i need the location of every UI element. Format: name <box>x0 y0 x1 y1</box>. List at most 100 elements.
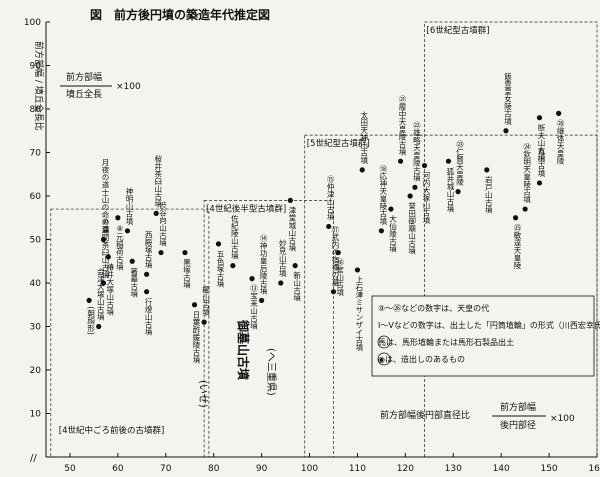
legend-entry: Ⅰ〜Ⅴなどの数字は、出土した「円筒埴輪」の形式（川西宏幸氏編年） <box>378 320 600 330</box>
point-label: 桜井茶臼山古墳 <box>153 153 162 208</box>
data-point <box>407 193 413 199</box>
point-label: 新山古墳 <box>292 270 301 303</box>
data-point <box>326 223 332 230</box>
annotation-mie: (へ三重県) <box>265 348 278 396</box>
point-label: 妙見山古墳 <box>278 238 287 278</box>
point-label: ㉔欽明天皇陵古墳 <box>522 143 531 205</box>
point-label: ⑰武内の宿禰の墓 <box>331 225 340 286</box>
data-point <box>287 197 293 203</box>
point-label: 上石津ミサンザイ古墳 <box>355 276 364 353</box>
y-formula-numerator: 前方部幅 <box>66 71 102 83</box>
y-tick-label: 90 <box>30 62 42 72</box>
axes: // 50 60 70 80 90 100 110 120 130 140 150 160 10 20 30 4… <box>24 18 600 474</box>
data-point <box>201 319 207 325</box>
point-label: 神明山古墳 <box>125 186 134 226</box>
group-region <box>203 200 334 458</box>
point-label: 櫛山古墳 <box>201 285 210 318</box>
data-point <box>522 206 528 212</box>
point-label: ㉕敏達天皇陵 <box>513 223 522 269</box>
axis-break: // <box>30 453 37 464</box>
x-formula-denominator: 後円部径 <box>500 419 536 431</box>
point-label: ⑧元稲荷古墳 <box>115 224 124 272</box>
group-region-label: [4世紀後半型古墳群] <box>206 203 286 214</box>
point-label: ⑬宝来山古墳 <box>249 284 258 331</box>
data-point <box>330 289 337 295</box>
point-label: ㉖継体天皇陵 <box>556 119 565 165</box>
data-point <box>153 210 159 216</box>
point-label: ⑮仲津山古墳 <box>326 175 335 222</box>
annotations: (へ三重県) 御墓山古墳 (いせ) <box>197 319 278 408</box>
data-point <box>455 189 461 195</box>
point-label: 佐紀陵山古墳 <box>230 213 239 261</box>
y-tick-label: 40 <box>30 279 42 289</box>
legend-entry: ⑨〜㉖などの数字は、天皇の代 <box>378 303 489 313</box>
legend-entry: ◉は、造出しのあるもの <box>378 354 465 364</box>
y-label-text: 前方部幅 / 墳丘全長比 <box>33 41 45 131</box>
point-label: 岩戸山古墳 <box>484 174 493 214</box>
data-point <box>292 263 298 269</box>
y-tick-label: 80 <box>30 105 42 115</box>
point-label: 飯豊皇女陵古墳 <box>503 71 512 126</box>
point-label: ⑯宮山古墳 <box>336 258 345 297</box>
data-point <box>484 167 490 173</box>
annotation-omihakayama: 御墓山古墳 <box>236 319 251 380</box>
point-label: ⑩浦間茶臼山古墳 <box>101 217 110 280</box>
y-axis-label: 前方部幅 / 墳丘全長比 前方部幅 墳丘全長 ×100 <box>33 41 141 131</box>
data-point <box>512 215 519 221</box>
annotation-ise: (いせ) <box>197 380 209 408</box>
y-tick-label: 10 <box>30 410 42 420</box>
point-label: ⑭神功皇后陵古墳 <box>259 234 268 296</box>
group-regions: [4世紀中ごろ前後の古墳群] [4世紀後半型古墳群] [5世紀型古墳群] [6世紀型古… <box>50 21 598 458</box>
y-formula-denominator: 墳丘全長 <box>66 88 102 100</box>
data-point <box>129 258 135 264</box>
point-label: ㉒雄略天皇陵古墳 <box>412 121 421 183</box>
data-point <box>536 115 543 121</box>
chart-title: 図 前方後円墳の築造年代推定図 <box>90 7 270 22</box>
y-tick-label: 30 <box>30 323 42 333</box>
y-formula-suffix: ×100 <box>116 82 141 92</box>
data-point <box>182 249 188 256</box>
legend-entry: 馬は、馬形埴輪または馬形石製品出土 <box>378 337 514 347</box>
data-point <box>412 184 418 190</box>
data-point <box>354 267 361 273</box>
data-point <box>158 249 164 256</box>
data-point <box>124 228 131 234</box>
group-region-label: [4世紀中ごろ前後の古墳群] <box>59 425 165 436</box>
x-axis-label: 前方部幅後円部直径比 前方部幅 後円部径 ×100 <box>380 401 575 431</box>
point-label: ㉓仁賢天皇陵 <box>455 140 464 187</box>
point-label: 断夫山古墳 <box>537 122 546 162</box>
data-point <box>335 249 341 256</box>
data-point <box>397 158 404 164</box>
x-tick-label: 100 <box>301 464 318 474</box>
point-label: 日葉酢媛陵古墳 <box>192 310 201 364</box>
data-point <box>100 236 107 243</box>
x-tick-label: 120 <box>397 464 414 474</box>
point-label: 月夜の道士山の命の墓 <box>101 158 110 234</box>
legend-symbol-ring <box>377 352 391 366</box>
point-label: 河内大塚山古墳 <box>422 171 431 225</box>
x-tick-label: 140 <box>493 464 510 474</box>
data-point <box>115 215 121 221</box>
data-point <box>445 158 452 164</box>
group-region <box>424 21 598 458</box>
point-label: 誉田御廟山古墳 <box>407 201 416 256</box>
point-label: (朝顔形) <box>86 306 95 334</box>
x-tick-label: 110 <box>349 464 366 474</box>
point-label: 会津大塚山古墳 <box>96 267 105 322</box>
point-label: 箸墓古墳 <box>129 266 138 299</box>
data-point <box>359 167 365 173</box>
data-point <box>191 302 198 308</box>
x-tick-label: 50 <box>64 464 76 474</box>
data-point <box>503 128 509 134</box>
x-tick-label: 160 <box>588 464 600 474</box>
data-point <box>378 228 384 234</box>
y-tick-label: 100 <box>24 18 41 28</box>
y-tick-label: 50 <box>30 236 42 246</box>
point-label: 狐井城山古墳 <box>446 166 455 214</box>
point-label: 椿井大塚山古墳 <box>106 262 115 317</box>
x-formula-numerator: 前方部幅 <box>500 401 536 413</box>
data-point <box>105 254 111 260</box>
data-point <box>86 297 92 303</box>
x-label-text: 前方部幅後円部直径比 <box>380 409 470 421</box>
